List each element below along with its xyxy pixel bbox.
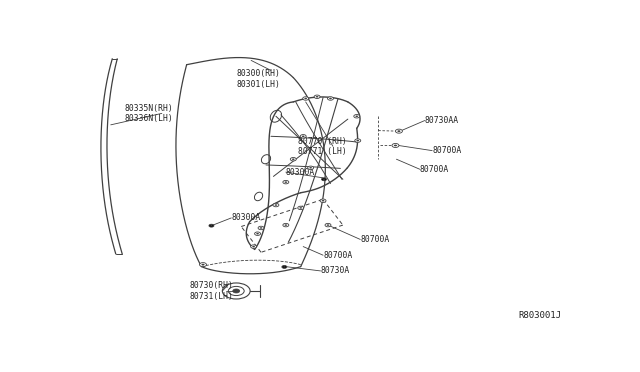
Circle shape [300,207,302,209]
Circle shape [320,199,326,202]
Circle shape [275,204,277,206]
Circle shape [283,223,289,227]
Circle shape [316,96,319,97]
Text: 80300(RH)
80301(LH): 80300(RH) 80301(LH) [236,69,280,89]
Text: R803001J: R803001J [518,311,561,320]
Text: 80300A: 80300A [286,168,315,177]
Circle shape [300,135,306,138]
Circle shape [329,98,332,99]
Circle shape [255,232,260,235]
Circle shape [202,264,205,266]
Circle shape [233,289,240,293]
Circle shape [309,167,312,169]
Text: 80700A: 80700A [323,251,352,260]
Circle shape [323,179,325,180]
Circle shape [308,166,314,170]
Circle shape [356,140,359,141]
Circle shape [328,97,333,100]
Text: 80730AA: 80730AA [425,116,459,125]
Circle shape [211,225,212,226]
Text: 80700A: 80700A [360,235,390,244]
Text: 80770 (RH)
80771 (LH): 80770 (RH) 80771 (LH) [298,137,347,156]
Text: 80730A: 80730A [321,266,350,275]
Circle shape [273,203,279,207]
Circle shape [252,246,255,247]
Circle shape [282,266,287,268]
Circle shape [284,266,285,267]
Circle shape [292,158,294,160]
Text: 80730(RH)
80731(LH): 80730(RH) 80731(LH) [189,281,233,301]
Circle shape [258,226,264,230]
Text: 80700A: 80700A [432,146,461,155]
Circle shape [355,115,358,117]
Circle shape [291,157,296,161]
Circle shape [209,224,214,227]
Circle shape [285,182,287,183]
Circle shape [314,95,320,99]
Circle shape [298,206,304,210]
Circle shape [251,245,257,248]
Circle shape [305,98,307,99]
Circle shape [326,224,330,226]
Circle shape [256,233,259,234]
Circle shape [394,145,397,146]
Circle shape [392,144,399,147]
Text: 80700A: 80700A [420,165,449,174]
Circle shape [260,227,262,229]
Circle shape [397,130,401,132]
Circle shape [321,178,326,181]
Circle shape [396,129,403,133]
Circle shape [200,263,207,267]
Circle shape [322,200,324,202]
Circle shape [354,115,360,118]
Circle shape [302,135,305,137]
Text: 80300A: 80300A [231,214,260,222]
Circle shape [285,224,287,226]
Circle shape [283,180,289,184]
Circle shape [355,139,361,142]
Text: 80335N(RH)
80336N(LH): 80335N(RH) 80336N(LH) [125,104,173,123]
Circle shape [325,223,331,227]
Circle shape [303,97,308,100]
